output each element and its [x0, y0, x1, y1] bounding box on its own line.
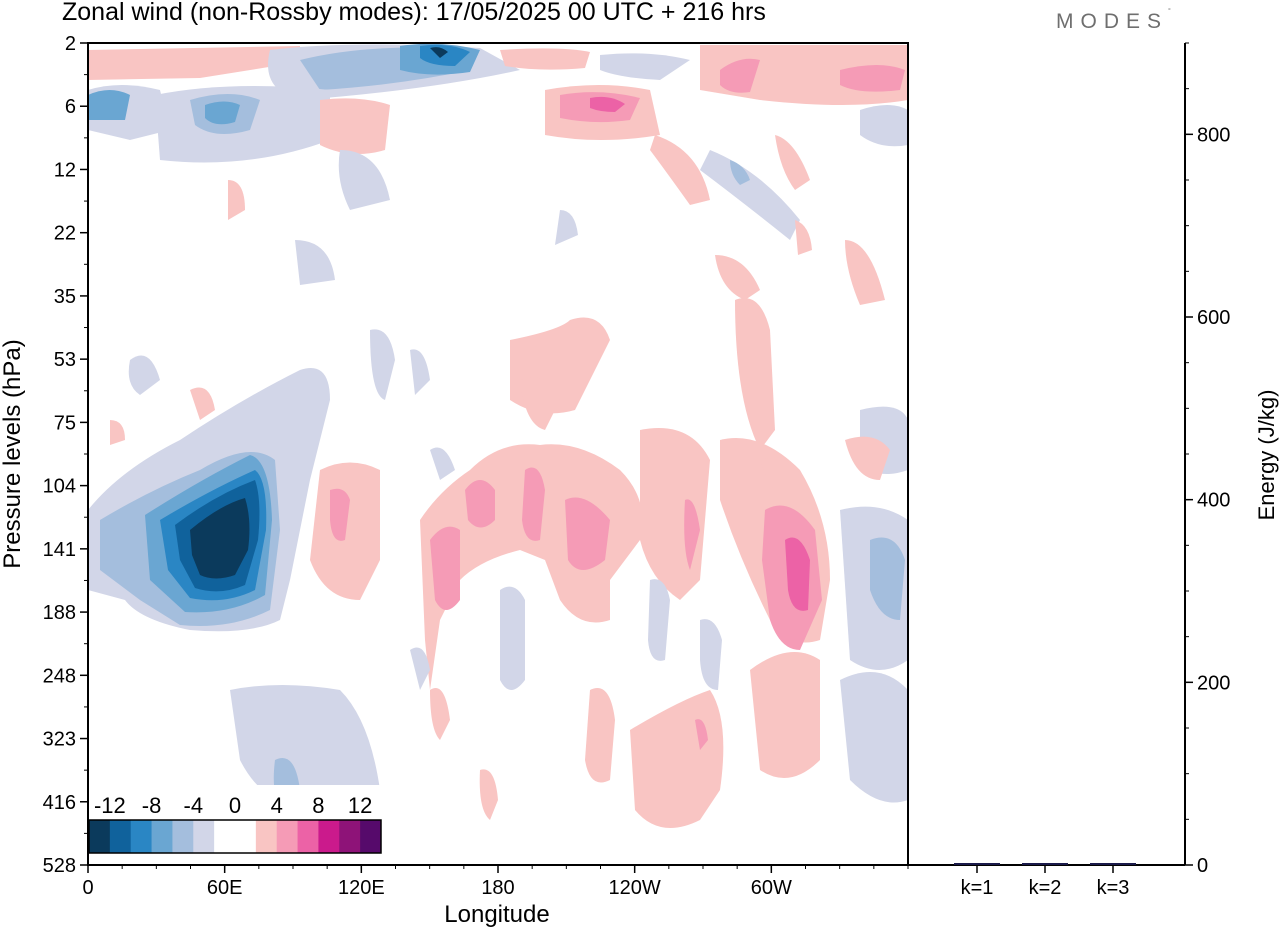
chart-title: Zonal wind (non-Rossby modes): 17/05/202… [62, 0, 766, 26]
energy-bar [1090, 863, 1136, 865]
y-tick-label: 323 [43, 729, 76, 751]
colorbar-legend: -12 -8 -4 0 4 8 12 [88, 785, 383, 864]
energy-category-label: k=2 [1029, 877, 1062, 899]
x-tick-label: 60W [751, 877, 792, 899]
x-tick-label: 60E [207, 877, 243, 899]
legend-swatch [89, 820, 111, 853]
legend-swatch [339, 820, 361, 853]
x-tick-label: 120E [338, 877, 385, 899]
y-tick-label: 248 [43, 665, 76, 687]
energy-bars: k=1 k=2 k=3 [954, 863, 1136, 899]
legend-frame [88, 819, 382, 854]
lower-band [230, 579, 908, 828]
energy-category-label: k=1 [961, 877, 994, 899]
y-tick-label: 6 [65, 96, 76, 118]
legend-label: 4 [271, 793, 283, 818]
y-tick-label: 22 [54, 223, 76, 245]
y-tick-label: 188 [43, 602, 76, 624]
logo-text: MODES [1056, 10, 1169, 33]
legend-swatch [214, 820, 236, 853]
y-tick-label: 416 [43, 792, 76, 814]
legend-swatch [360, 820, 382, 853]
y-tick-label: 2 [65, 33, 76, 55]
legend-label: -4 [184, 793, 204, 818]
logo-mark: ° [1168, 8, 1171, 15]
legend-swatch [297, 820, 319, 853]
energy-tick-label: 0 [1197, 855, 1208, 877]
x-tick-label: 180 [481, 877, 514, 899]
energy-tick-label: 400 [1197, 490, 1230, 512]
energy-axis-label: Energy (J/kg) [1254, 390, 1279, 521]
legend-label: -12 [94, 793, 126, 818]
legend-swatch [151, 820, 173, 853]
y-axis: 2 6 12 22 35 53 75 104 141 188 248 323 416 528 [43, 33, 88, 877]
y-tick-label: 12 [54, 159, 76, 181]
y-tick-label: 141 [43, 539, 76, 561]
y-tick-label: 528 [43, 855, 76, 877]
modes-logo: MODES° [1056, 8, 1171, 34]
x-tick-label: 0 [82, 877, 93, 899]
heatmap-field [88, 43, 908, 828]
legend-swatch [130, 820, 153, 853]
legend-swatch [109, 820, 132, 853]
y-tick-label: 104 [43, 476, 76, 498]
x-axis: 0 60E 120E 180 120W 60W [82, 865, 909, 899]
legend-swatch [318, 820, 340, 853]
energy-bar [954, 863, 1000, 865]
energy-category-label: k=3 [1097, 877, 1130, 899]
legend-label: 8 [312, 793, 324, 818]
legend-swatch [193, 820, 215, 853]
y-tick-label: 75 [54, 412, 76, 434]
energy-axis: 0 200 400 600 800 [1185, 42, 1230, 877]
x-axis-label: Longitude [444, 901, 549, 928]
legend-swatch [276, 820, 299, 853]
energy-tick-label: 600 [1197, 307, 1230, 329]
legend-label: 12 [348, 793, 372, 818]
energy-tick-label: 800 [1197, 124, 1230, 146]
y-tick-label: 35 [54, 286, 76, 308]
x-tick-label: 120W [609, 877, 661, 899]
upper-band [88, 43, 908, 305]
y-tick-label: 53 [54, 349, 76, 371]
legend-label: 0 [229, 793, 241, 818]
energy-tick-label: 200 [1197, 672, 1230, 694]
legend-swatch [235, 820, 257, 853]
legend-label: -8 [142, 793, 162, 818]
legend-swatch [172, 820, 194, 853]
mid-band [88, 298, 908, 690]
y-axis-label: Pressure levels (hPa) [0, 339, 26, 568]
legend-swatch [255, 820, 278, 853]
energy-bar [1022, 863, 1068, 865]
